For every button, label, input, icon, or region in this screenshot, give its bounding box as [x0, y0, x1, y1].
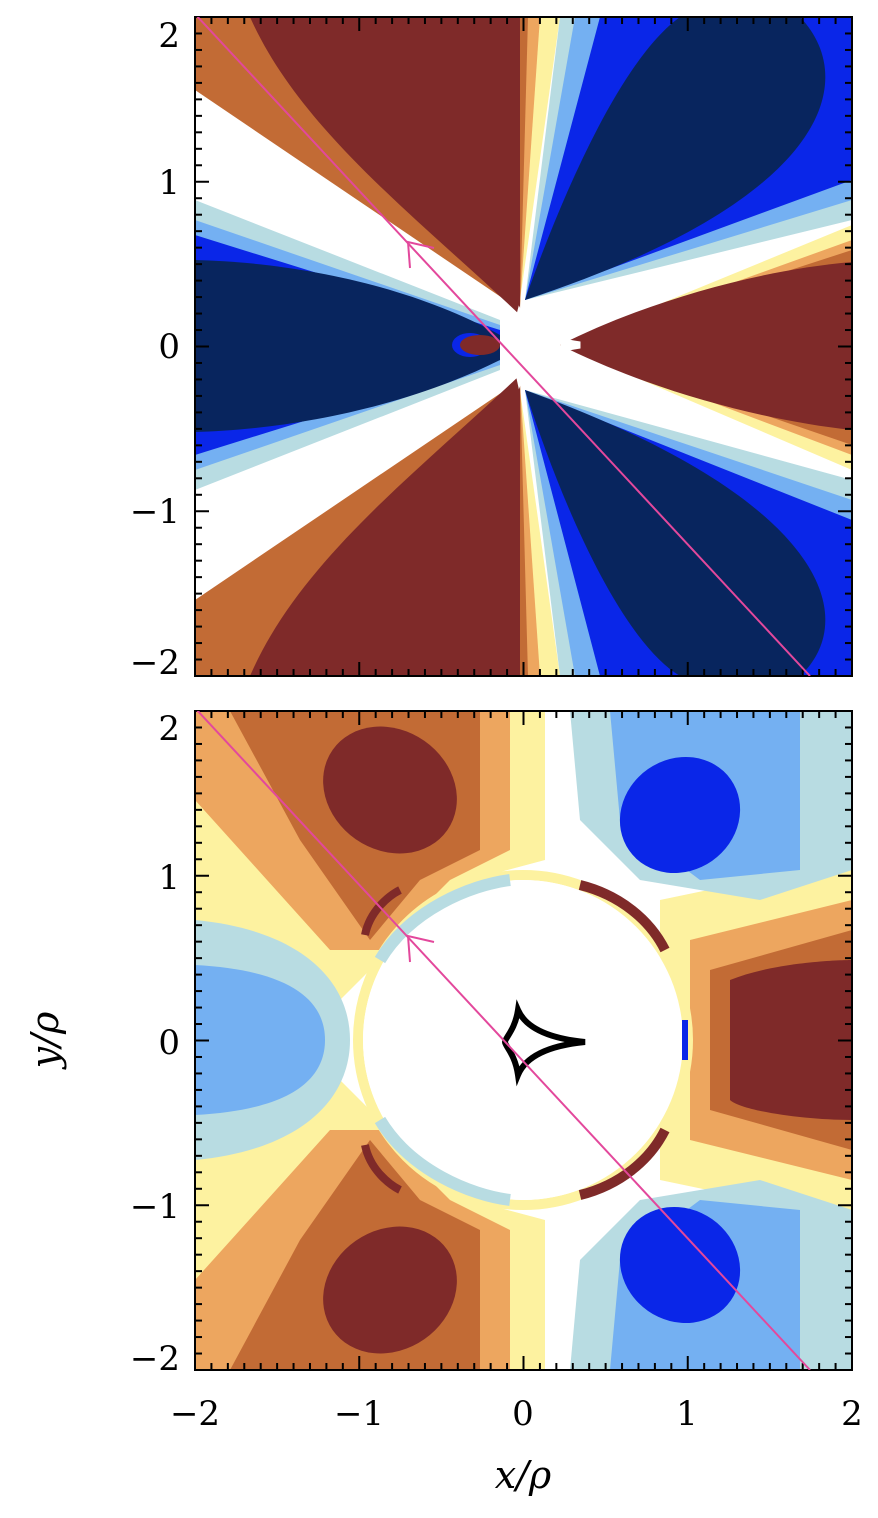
x-axis-label: x/ρ: [495, 1453, 552, 1497]
top-y-tick-label: −2: [130, 643, 180, 683]
top-y-tick-labels: 2 1 0 −1 −2: [130, 16, 180, 683]
bottom-panel: 2 1 0 −1 −2 −2 −1 0 1 2: [130, 709, 863, 1434]
top-lobe-lower-right: [525, 390, 852, 676]
top-ticks: [194, 16, 853, 677]
top-y-tick-label: 2: [158, 16, 180, 56]
top-heatmap: [195, 17, 852, 676]
bottom-x-tick-labels: −2 −1 0 1 2: [170, 1394, 863, 1434]
bottom-x-tick-label: −2: [170, 1394, 220, 1434]
top-trajectory-line: [196, 17, 811, 676]
bottom-lobe-lower-right: [570, 1180, 852, 1370]
bottom-y-tick-label: 1: [158, 858, 180, 898]
bottom-trajectory-arrow: [406, 934, 435, 963]
top-y-tick-label: 0: [158, 327, 180, 367]
top-panel: 2 1 0 −1 −2: [130, 16, 853, 683]
bottom-caustic: [501, 999, 586, 1087]
bottom-heatmap: [195, 711, 852, 1370]
bottom-y-tick-label: −2: [130, 1339, 180, 1379]
bottom-lobe-left: [195, 920, 350, 1160]
bottom-lobe-lower-left: [195, 1080, 545, 1370]
bottom-lobe-upper-right: [570, 711, 852, 900]
bottom-lobe-upper-left: [195, 711, 545, 1000]
top-caustic: [501, 305, 581, 390]
bottom-y-tick-label: −1: [130, 1187, 180, 1227]
top-y-tick-label: −1: [130, 492, 180, 532]
bottom-y-tick-label: 2: [158, 709, 180, 749]
top-lobe-upper: [195, 17, 560, 315]
bottom-ring: [353, 870, 693, 1210]
top-center: [452, 305, 581, 390]
bottom-x-tick-label: 2: [841, 1394, 863, 1434]
bottom-ticks: [194, 710, 853, 1371]
bottom-x-tick-label: −1: [334, 1394, 384, 1434]
top-lobe-lower: [195, 375, 560, 676]
bottom-y-tick-label: 0: [158, 1023, 180, 1063]
bottom-trajectory-line: [196, 711, 811, 1370]
top-trajectory-arrow: [406, 240, 435, 269]
bottom-lobe-right: [660, 860, 852, 1220]
y-axis-label: y/ρ: [23, 1011, 67, 1070]
bottom-y-tick-labels: 2 1 0 −1 −2: [130, 709, 180, 1379]
top-lobe-upper-right: [525, 17, 852, 300]
top-lobe-left: [195, 200, 500, 490]
bottom-x-tick-label: 0: [512, 1394, 534, 1434]
top-lobe-right: [560, 225, 852, 470]
bottom-x-tick-label: 1: [676, 1394, 698, 1434]
top-y-tick-label: 1: [158, 163, 180, 203]
